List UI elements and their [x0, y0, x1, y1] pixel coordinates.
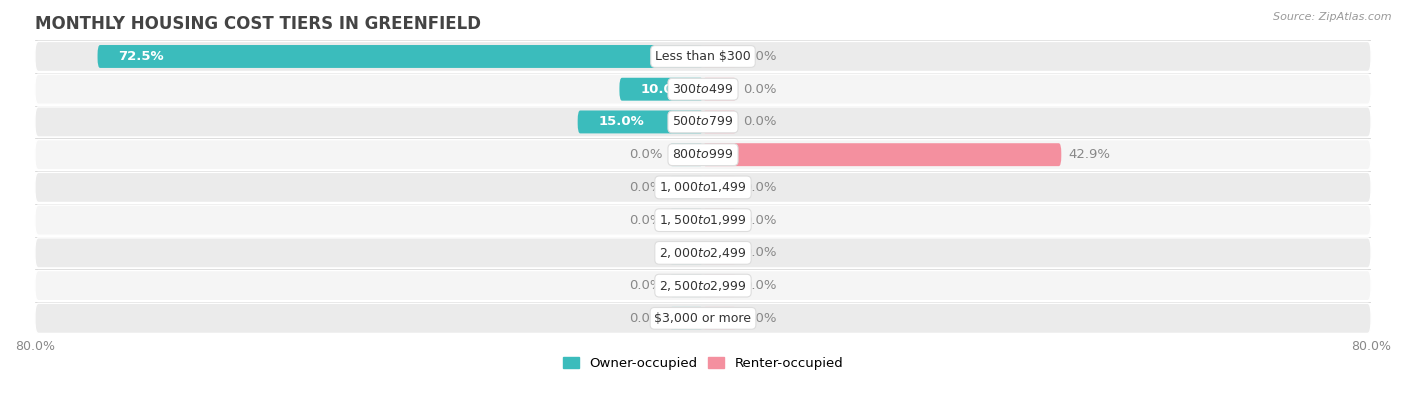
Text: 0.0%: 0.0%: [744, 181, 776, 194]
FancyBboxPatch shape: [703, 242, 737, 264]
Text: Less than $300: Less than $300: [655, 50, 751, 63]
Text: $800 to $999: $800 to $999: [672, 148, 734, 161]
FancyBboxPatch shape: [669, 143, 703, 166]
FancyBboxPatch shape: [703, 274, 737, 297]
FancyBboxPatch shape: [97, 45, 703, 68]
FancyBboxPatch shape: [35, 139, 1371, 170]
Text: 0.0%: 0.0%: [744, 83, 776, 96]
FancyBboxPatch shape: [35, 271, 1371, 301]
FancyBboxPatch shape: [703, 143, 1062, 166]
FancyBboxPatch shape: [35, 42, 1371, 71]
FancyBboxPatch shape: [703, 176, 737, 199]
Text: 42.9%: 42.9%: [1069, 148, 1109, 161]
Text: 0.0%: 0.0%: [630, 312, 662, 325]
FancyBboxPatch shape: [669, 176, 703, 199]
FancyBboxPatch shape: [703, 110, 737, 133]
FancyBboxPatch shape: [35, 74, 1371, 104]
Text: $1,500 to $1,999: $1,500 to $1,999: [659, 213, 747, 227]
Text: 0.0%: 0.0%: [744, 115, 776, 129]
Text: 0.0%: 0.0%: [630, 148, 662, 161]
FancyBboxPatch shape: [35, 172, 1371, 203]
Text: $3,000 or more: $3,000 or more: [655, 312, 751, 325]
FancyBboxPatch shape: [620, 78, 703, 101]
FancyBboxPatch shape: [669, 242, 703, 264]
FancyBboxPatch shape: [669, 307, 703, 330]
FancyBboxPatch shape: [35, 205, 1371, 235]
FancyBboxPatch shape: [578, 110, 703, 133]
FancyBboxPatch shape: [703, 209, 737, 232]
FancyBboxPatch shape: [669, 209, 703, 232]
Text: 0.0%: 0.0%: [744, 50, 776, 63]
Text: $2,000 to $2,499: $2,000 to $2,499: [659, 246, 747, 260]
Text: 2.5%: 2.5%: [703, 247, 740, 259]
Text: $300 to $499: $300 to $499: [672, 83, 734, 96]
FancyBboxPatch shape: [35, 303, 1371, 333]
Text: 0.0%: 0.0%: [744, 279, 776, 292]
Text: 0.0%: 0.0%: [744, 247, 776, 259]
Text: $2,500 to $2,999: $2,500 to $2,999: [659, 278, 747, 293]
FancyBboxPatch shape: [35, 238, 1371, 268]
Text: 0.0%: 0.0%: [630, 214, 662, 227]
Text: 0.0%: 0.0%: [744, 214, 776, 227]
Text: 10.0%: 10.0%: [640, 83, 686, 96]
Text: 0.0%: 0.0%: [744, 312, 776, 325]
Text: MONTHLY HOUSING COST TIERS IN GREENFIELD: MONTHLY HOUSING COST TIERS IN GREENFIELD: [35, 15, 481, 33]
FancyBboxPatch shape: [35, 107, 1371, 137]
Text: 72.5%: 72.5%: [118, 50, 165, 63]
Text: 0.0%: 0.0%: [630, 181, 662, 194]
Text: $500 to $799: $500 to $799: [672, 115, 734, 129]
Text: 15.0%: 15.0%: [599, 115, 644, 129]
FancyBboxPatch shape: [703, 78, 737, 101]
Text: Source: ZipAtlas.com: Source: ZipAtlas.com: [1274, 12, 1392, 22]
FancyBboxPatch shape: [669, 274, 703, 297]
FancyBboxPatch shape: [703, 307, 737, 330]
Text: 0.0%: 0.0%: [630, 279, 662, 292]
FancyBboxPatch shape: [703, 45, 737, 68]
Text: $1,000 to $1,499: $1,000 to $1,499: [659, 181, 747, 194]
Legend: Owner-occupied, Renter-occupied: Owner-occupied, Renter-occupied: [558, 352, 848, 375]
